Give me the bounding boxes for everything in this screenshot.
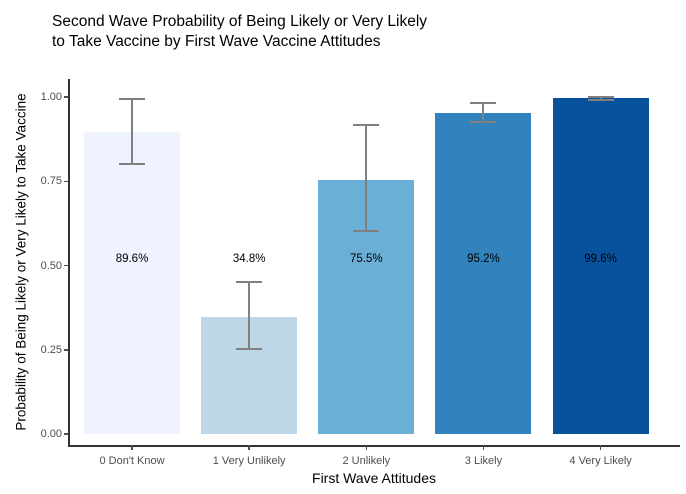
chart-title-line2: to Take Vaccine by First Wave Vaccine At…: [52, 33, 381, 50]
bar-value-label: 95.2%: [467, 252, 500, 265]
y-axis-tick: [63, 433, 68, 435]
x-tick-label: 1 Very Unlikely: [212, 455, 286, 467]
error-bar-cap-bottom: [587, 99, 614, 102]
error-bar-line: [131, 99, 133, 165]
error-bar-line: [482, 103, 485, 122]
bar: [552, 98, 649, 434]
y-axis-tick: [63, 264, 68, 267]
y-axis-tick: [63, 96, 68, 98]
chart-title: Second Wave Probability of Being Likely …: [52, 12, 427, 52]
x-axis-line: [68, 445, 680, 447]
error-bar-cap-bottom: [353, 230, 380, 233]
error-bar-line: [365, 124, 368, 232]
x-tick-label: 4 Very Likely: [569, 455, 632, 467]
y-axis-title: Probability of Being Likely or Very Like…: [13, 93, 29, 431]
x-axis-tick: [131, 445, 133, 450]
y-tick-label: 0.00: [40, 428, 62, 440]
y-tick-label: 0.75: [40, 175, 62, 188]
y-axis-line: [68, 79, 70, 447]
error-bar-line: [248, 281, 251, 349]
error-bar-cap-top: [119, 98, 145, 101]
error-bar-cap-top: [587, 96, 614, 98]
error-bar-cap-top: [353, 123, 380, 126]
y-tick-label: 1.00: [40, 91, 62, 103]
error-bar-cap-bottom: [470, 120, 497, 123]
error-bar-cap-top: [236, 280, 263, 283]
y-tick-label: 0.50: [40, 259, 62, 272]
bar: [84, 132, 180, 434]
x-tick-label: 3 Likely: [464, 455, 503, 467]
x-tick-label: 2 Unlikely: [342, 455, 391, 467]
bar-value-label: 34.8%: [232, 252, 266, 265]
x-axis-title: First Wave Attitudes: [312, 470, 436, 486]
y-tick-label: 0.25: [40, 343, 62, 356]
x-axis-tick: [599, 445, 602, 450]
bar-value-label: 75.5%: [349, 252, 383, 265]
y-axis-tick: [63, 180, 68, 182]
y-axis-tick: [63, 349, 68, 351]
error-bar-cap-bottom: [119, 163, 145, 166]
x-axis-tick: [248, 445, 250, 450]
error-bar-cap-top: [470, 102, 497, 105]
error-bar-cap-bottom: [236, 347, 263, 350]
x-axis-tick: [482, 445, 485, 450]
bar-value-label: 89.6%: [115, 252, 149, 265]
chart-title-line1: Second Wave Probability of Being Likely …: [52, 13, 428, 30]
bar: [435, 113, 532, 434]
bar-value-label: 99.6%: [584, 252, 617, 265]
error-bar-line: [599, 97, 602, 101]
x-axis-tick: [365, 445, 368, 450]
x-tick-label: 0 Don't Know: [99, 455, 165, 467]
